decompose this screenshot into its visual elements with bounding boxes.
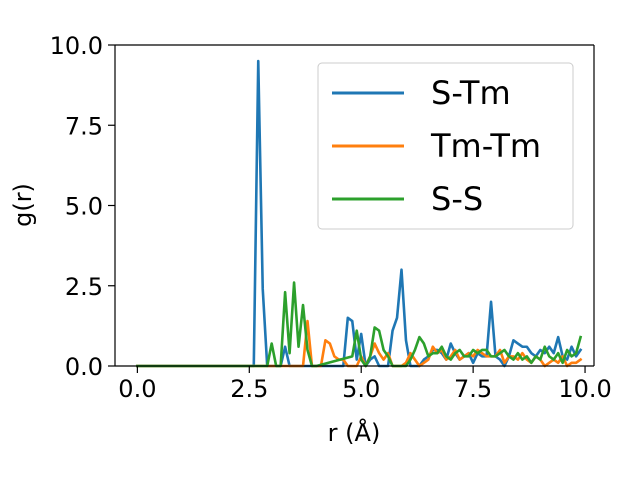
- x-axis-label: r (Å): [328, 418, 381, 447]
- x-tick-label: 0.0: [118, 375, 156, 403]
- y-axis: 0.0 2.5 5.0 7.5 10.0: [50, 32, 115, 381]
- y-tick-label: 10.0: [50, 32, 103, 60]
- y-tick-label: 5.0: [65, 193, 103, 221]
- x-tick-label: 10.0: [558, 375, 611, 403]
- x-tick-label: 7.5: [454, 375, 492, 403]
- y-tick-label: 7.5: [65, 112, 103, 140]
- legend: S-Tm Tm-Tm S-S: [317, 62, 574, 230]
- x-tick-label: 5.0: [342, 375, 380, 403]
- x-axis: 0.0 2.5 5.0 7.5 10.0: [118, 366, 612, 403]
- x-tick-label: 2.5: [230, 375, 268, 403]
- legend-label: Tm-Tm: [430, 127, 541, 165]
- legend-box: [317, 62, 574, 230]
- y-tick-label: 2.5: [65, 273, 103, 301]
- legend-label: S-Tm: [431, 74, 511, 112]
- y-axis-label: g(r): [9, 183, 37, 227]
- legend-label: S-S: [431, 180, 483, 218]
- y-tick-label: 0.0: [65, 353, 103, 381]
- series-line-s-s: [136, 281, 583, 368]
